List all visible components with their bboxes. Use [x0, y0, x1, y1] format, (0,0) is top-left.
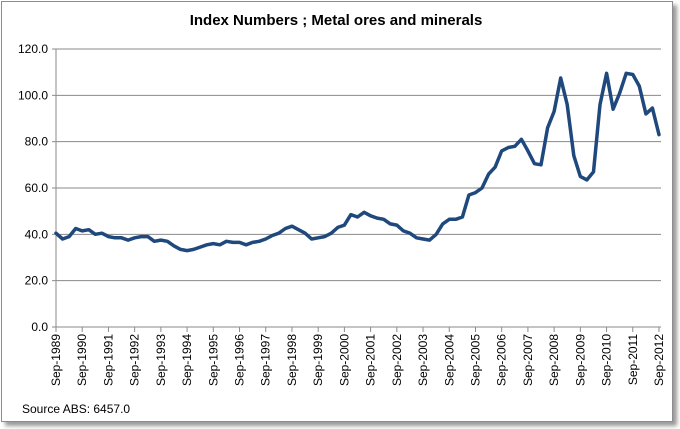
x-tick-label: Sep-1997	[259, 334, 273, 386]
y-tick-label: 0.0	[31, 320, 48, 334]
x-tick-label: Sep-1991	[101, 334, 115, 386]
x-tick-label: Sep-1996	[233, 334, 247, 386]
source-note: Source ABS: 6457.0	[22, 402, 131, 416]
x-tick-label: Sep-2000	[337, 334, 351, 386]
y-tick-label: 20.0	[25, 274, 49, 288]
chart-title: Index Numbers ; Metal ores and minerals	[189, 12, 483, 29]
x-tick-label: Sep-2004	[442, 334, 456, 386]
x-tick-label: Sep-1998	[285, 334, 299, 386]
x-tick-label: Sep-1990	[75, 334, 89, 386]
y-tick-label: 120.0	[18, 42, 48, 56]
y-tick-label: 60.0	[25, 181, 49, 195]
y-tick-label: 40.0	[25, 227, 49, 241]
series-line	[54, 71, 661, 253]
x-tick-label: Sep-1995	[206, 334, 220, 386]
x-tick-label: Sep-2002	[390, 334, 404, 386]
x-tick-label: Sep-1993	[154, 334, 168, 386]
x-tick-label: Sep-2001	[364, 334, 378, 386]
x-tick-label: Sep-2010	[600, 334, 614, 386]
chart-frame	[1, 1, 673, 422]
x-tick-label: Sep-2003	[416, 334, 430, 386]
x-tick-label: Sep-2009	[573, 334, 587, 386]
y-tick-label: 80.0	[25, 135, 49, 149]
x-tick-label: Sep-2005	[468, 334, 482, 386]
x-tick-label: Sep-2011	[626, 334, 640, 385]
x-tick-label: Sep-2008	[547, 334, 561, 386]
x-tick-label: Sep-1999	[311, 334, 325, 386]
x-tick-label: Sep-1994	[180, 334, 194, 386]
x-tick-label: Sep-2007	[521, 334, 535, 386]
x-tick-label: Sep-2006	[495, 334, 509, 386]
y-tick-label: 100.0	[18, 88, 48, 102]
x-tick-label: Sep-2012	[652, 334, 666, 386]
x-tick-label: Sep-1989	[49, 334, 63, 386]
x-tick-label: Sep-1992	[128, 334, 142, 386]
